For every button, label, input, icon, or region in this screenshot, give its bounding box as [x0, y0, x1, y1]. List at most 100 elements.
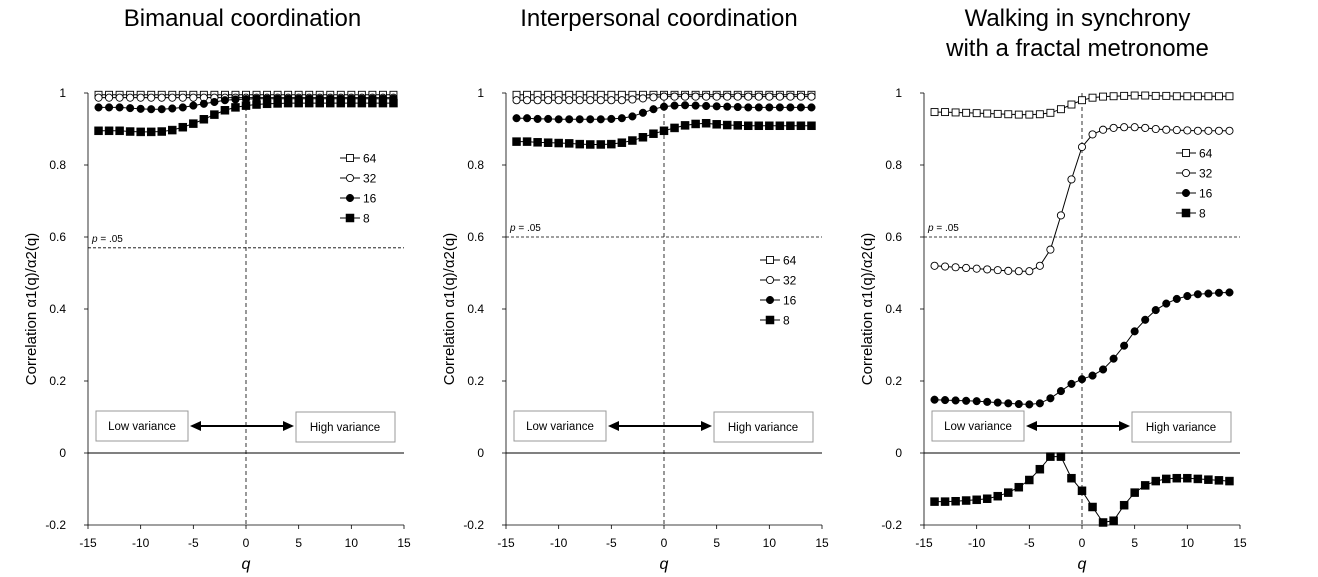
data-point-8 [1046, 452, 1055, 461]
data-point-16 [659, 102, 669, 111]
data-point-32 [544, 96, 553, 105]
high-variance-box [713, 411, 814, 443]
data-point-32 [765, 92, 774, 101]
data-point-8 [168, 125, 177, 135]
y-tick-label: 0 [59, 446, 66, 460]
y-tick-label: 0.4 [467, 302, 484, 316]
data-point-32 [733, 92, 742, 101]
data-point-8 [315, 98, 324, 108]
data-point-16 [94, 103, 103, 112]
data-point-16 [638, 108, 647, 117]
data-point-64 [983, 109, 992, 118]
y-tick-label: -0.2 [881, 518, 902, 532]
data-point-8 [336, 98, 346, 108]
data-point-8 [1151, 476, 1160, 486]
data-point-16 [807, 103, 816, 112]
data-point-8 [722, 120, 732, 130]
data-point-32 [951, 263, 960, 272]
legend-marker [1181, 208, 1191, 218]
data-point-64 [1172, 92, 1181, 101]
data-point-16 [115, 103, 124, 112]
data-point-16 [1109, 354, 1118, 363]
data-point-8 [304, 98, 314, 108]
data-point-16 [617, 114, 626, 123]
data-point-64 [1056, 105, 1065, 114]
x-tick-label: -10 [550, 536, 568, 550]
x-tick-label: 0 [243, 536, 250, 550]
data-point-16 [1183, 291, 1192, 301]
data-point-32 [1088, 130, 1097, 139]
data-point-16 [544, 114, 553, 123]
variance-arrow-right-head [1119, 421, 1130, 431]
y-tick-label: 0.8 [885, 158, 902, 172]
data-point-8 [1225, 476, 1234, 486]
data-point-8 [178, 122, 188, 132]
legend-marker [1181, 168, 1191, 178]
data-point-64 [1151, 91, 1160, 100]
data-point-8 [1025, 475, 1034, 485]
data-point-32 [1172, 126, 1181, 135]
data-point-8 [564, 139, 574, 148]
data-point-8 [294, 98, 303, 108]
data-point-16 [702, 101, 711, 111]
data-point-8 [157, 127, 166, 136]
data-point-16 [1225, 288, 1234, 297]
data-point-32 [617, 96, 626, 105]
data-point-8 [1035, 464, 1045, 474]
y-tick-label: 0.6 [49, 230, 66, 244]
data-point-8 [1014, 482, 1024, 492]
high-variance-label: High variance [728, 422, 798, 434]
data-point-8 [807, 121, 816, 131]
legend-label: 16 [363, 192, 377, 206]
data-point-8 [189, 119, 198, 128]
data-point-32 [723, 92, 732, 101]
data-point-32 [105, 93, 114, 102]
data-point-16 [1151, 306, 1160, 315]
data-point-16 [962, 396, 971, 405]
variance-arrow-left-head [190, 421, 201, 431]
data-point-64 [1225, 92, 1234, 101]
data-point-32 [1035, 261, 1044, 270]
legend-marker [766, 256, 774, 264]
data-point-8 [1140, 481, 1150, 490]
data-point-16 [993, 398, 1002, 407]
data-point-64 [1109, 92, 1118, 101]
data-point-16 [649, 105, 658, 114]
data-point-8 [1004, 488, 1013, 497]
data-point-32 [702, 92, 711, 101]
x-tick-label: 5 [713, 536, 720, 550]
data-point-64 [930, 108, 939, 117]
data-point-8 [972, 495, 981, 505]
data-point-32 [115, 93, 124, 102]
legend-label: 8 [363, 212, 370, 226]
data-point-16 [712, 102, 721, 111]
x-tick-label: 10 [763, 536, 777, 550]
data-point-32 [659, 92, 669, 101]
data-point-64 [1162, 91, 1171, 100]
x-tick-label: 0 [1079, 536, 1086, 550]
data-point-8 [951, 496, 960, 506]
data-point-8 [796, 121, 806, 131]
high-variance-box [1131, 411, 1232, 443]
data-point-8 [1204, 475, 1213, 484]
data-point-16 [681, 101, 690, 110]
low-variance-box [95, 410, 189, 442]
data-point-32 [565, 96, 574, 105]
data-point-32 [554, 96, 563, 105]
data-point-16 [596, 115, 605, 124]
low-variance-label: Low variance [526, 421, 594, 433]
data-point-16 [754, 103, 763, 112]
data-point-8 [368, 98, 377, 108]
data-point-8 [378, 98, 388, 108]
y-axis-label: Correlation α1(q)/α2(q) [441, 233, 458, 385]
chart: -0.2 0 0.2 0.4 0.6 0.8 1 -15 -10 -5 0 5 10 15 q Correla… [859, 86, 1247, 573]
data-point-16 [1172, 294, 1181, 303]
data-point-16 [523, 114, 532, 123]
data-point-32 [575, 96, 584, 105]
data-point-64 [1204, 92, 1213, 101]
data-point-32 [178, 93, 187, 102]
data-point-8 [691, 119, 700, 129]
data-point-8 [146, 127, 156, 137]
data-point-16 [189, 101, 198, 110]
legend-marker [1182, 149, 1190, 157]
